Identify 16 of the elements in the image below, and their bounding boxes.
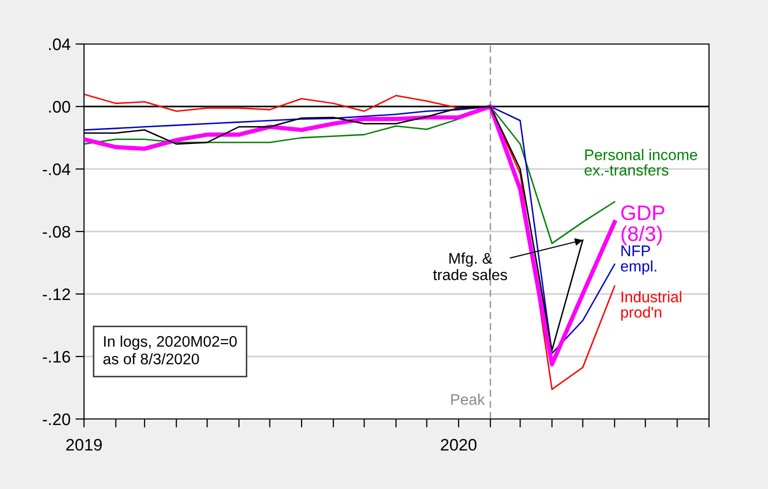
annotation: Mfg. & trade sales (433, 252, 508, 280)
ref-line-label: Peak (451, 394, 485, 405)
y-tick-label: .00 (49, 100, 70, 113)
y-tick-label: -.08 (42, 226, 70, 238)
text: Personal income ex.-transfers (584, 149, 698, 176)
series-label: GDP (8/3) (621, 205, 664, 246)
series-label: Industrial prod'n (621, 291, 682, 321)
y-tick-label: -.04 (42, 163, 70, 176)
series-label: NFP empl. (620, 246, 656, 275)
annotation: In logs, 2020M02=0 as of 8/3/2020 (103, 336, 237, 364)
y-tick-label: -.12 (42, 288, 70, 300)
y-tick-label: .04 (49, 38, 70, 50)
x-tick-label: 2020 (440, 438, 476, 451)
x-tick-label: 2019 (66, 438, 102, 451)
y-tick-label: -.20 (42, 413, 70, 426)
y-tick-label: -.16 (42, 350, 70, 363)
